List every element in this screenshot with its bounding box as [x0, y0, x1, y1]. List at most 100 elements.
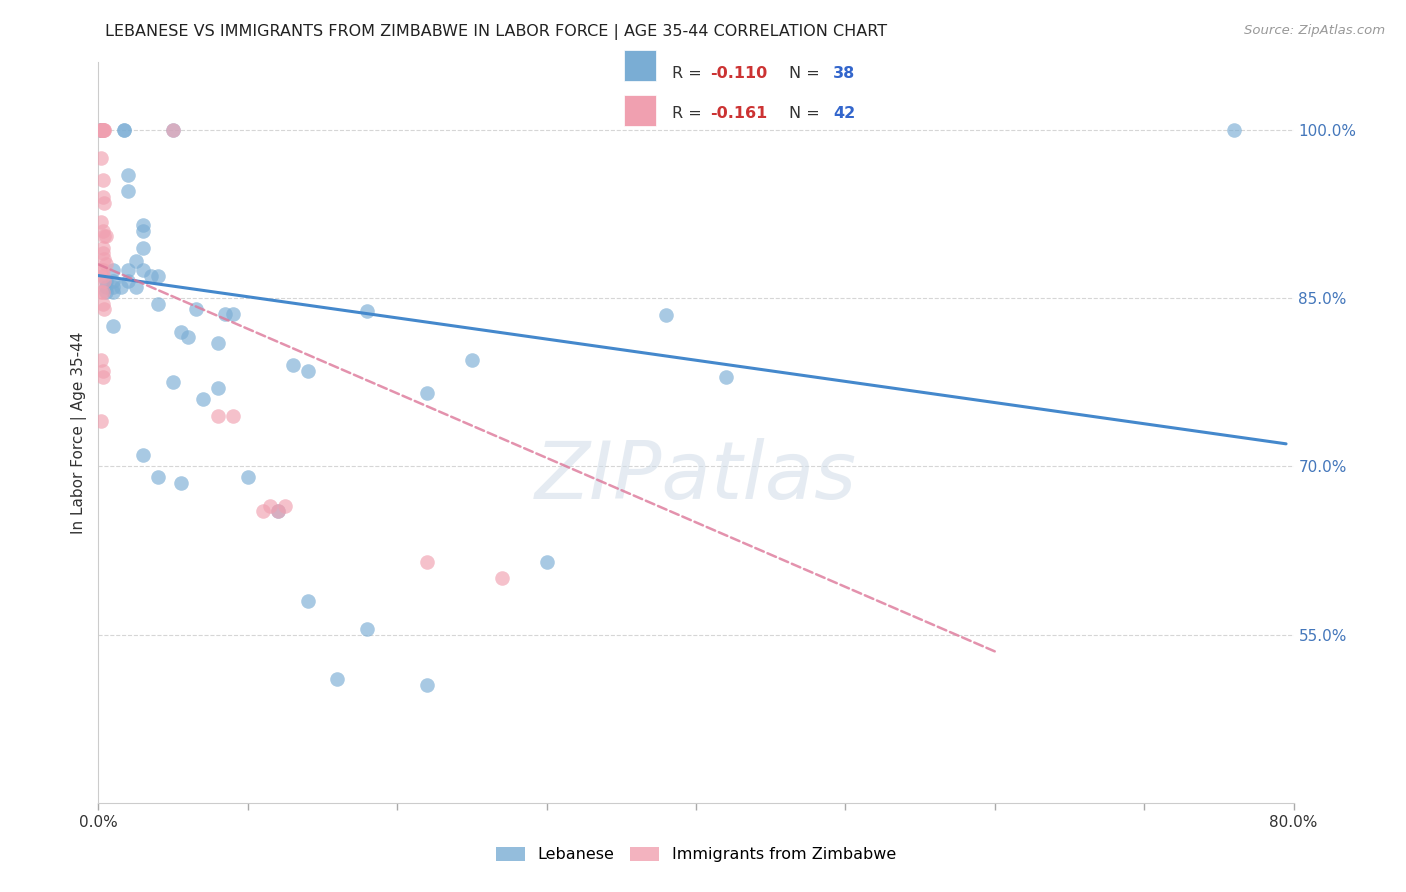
Point — [259, 499, 281, 513]
Point — [207, 409, 229, 423]
Point — [90, 122, 112, 136]
Point — [93, 302, 115, 317]
Y-axis label: In Labor Force | Age 35-44: In Labor Force | Age 35-44 — [72, 332, 87, 533]
Text: R =: R = — [672, 66, 707, 81]
Text: 38: 38 — [832, 66, 855, 81]
FancyBboxPatch shape — [624, 50, 655, 81]
Point — [207, 335, 229, 350]
Point — [162, 122, 184, 136]
Point — [93, 122, 115, 136]
Point — [90, 285, 112, 300]
Point — [103, 263, 125, 277]
Point — [117, 168, 139, 182]
Point — [491, 571, 513, 585]
Point — [90, 122, 112, 136]
Point — [132, 224, 155, 238]
Point — [117, 185, 139, 199]
Point — [461, 352, 484, 367]
Point — [132, 448, 155, 462]
Point — [103, 319, 125, 334]
Point — [91, 122, 114, 136]
Point — [162, 122, 184, 136]
Point — [94, 229, 117, 244]
Point — [93, 122, 115, 136]
Point — [222, 307, 245, 321]
Point — [297, 594, 319, 608]
Point — [267, 504, 290, 518]
Point — [236, 470, 259, 484]
Point — [169, 476, 191, 491]
Point — [356, 622, 378, 636]
Text: N =: N = — [789, 106, 825, 121]
Point — [416, 555, 439, 569]
Point — [1223, 122, 1246, 136]
Text: LEBANESE VS IMMIGRANTS FROM ZIMBABWE IN LABOR FORCE | AGE 35-44 CORRELATION CHAR: LEBANESE VS IMMIGRANTS FROM ZIMBABWE IN … — [105, 24, 887, 40]
Point — [91, 224, 114, 238]
Point — [103, 280, 125, 294]
FancyBboxPatch shape — [624, 95, 655, 126]
Point — [132, 218, 155, 232]
Point — [148, 268, 170, 283]
Point — [93, 195, 115, 210]
Point — [90, 122, 112, 136]
Point — [94, 274, 117, 288]
Point — [91, 369, 114, 384]
Point — [91, 268, 114, 283]
Point — [416, 678, 439, 692]
Point — [93, 274, 115, 288]
Point — [191, 392, 214, 406]
Point — [281, 359, 304, 373]
Point — [93, 252, 115, 266]
Point — [91, 173, 114, 187]
Point — [125, 280, 148, 294]
Point — [207, 381, 229, 395]
Point — [91, 122, 114, 136]
Point — [177, 330, 200, 344]
Point — [416, 386, 439, 401]
Point — [267, 504, 290, 518]
Point — [91, 240, 114, 254]
Text: ZIPatlas: ZIPatlas — [534, 438, 858, 516]
Text: -0.161: -0.161 — [710, 106, 766, 121]
Point — [90, 122, 112, 136]
Point — [169, 325, 191, 339]
Point — [132, 263, 155, 277]
Point — [90, 414, 112, 428]
Point — [91, 285, 114, 300]
Point — [90, 122, 112, 136]
Point — [91, 246, 114, 260]
Point — [91, 296, 114, 310]
Point — [93, 229, 115, 244]
Point — [356, 304, 378, 318]
Point — [148, 470, 170, 484]
Point — [90, 151, 112, 165]
Point — [112, 122, 135, 136]
Point — [139, 268, 162, 283]
Point — [274, 499, 297, 513]
Text: Source: ZipAtlas.com: Source: ZipAtlas.com — [1244, 24, 1385, 37]
Point — [162, 375, 184, 389]
Point — [90, 263, 112, 277]
Point — [91, 263, 114, 277]
Point — [94, 280, 117, 294]
Point — [326, 673, 349, 687]
Point — [91, 364, 114, 378]
Point — [252, 504, 274, 518]
Point — [94, 285, 117, 300]
Point — [103, 274, 125, 288]
Point — [132, 240, 155, 254]
Text: R =: R = — [672, 106, 707, 121]
Text: N =: N = — [789, 66, 825, 81]
Point — [103, 285, 125, 300]
Point — [655, 308, 678, 322]
Point — [90, 215, 112, 229]
Point — [112, 122, 135, 136]
Text: -0.110: -0.110 — [710, 66, 766, 81]
Point — [714, 369, 737, 384]
Point — [222, 409, 245, 423]
Point — [117, 274, 139, 288]
Point — [91, 122, 114, 136]
Legend: Lebanese, Immigrants from Zimbabwe: Lebanese, Immigrants from Zimbabwe — [489, 840, 903, 869]
Point — [184, 302, 207, 317]
Point — [148, 296, 170, 310]
